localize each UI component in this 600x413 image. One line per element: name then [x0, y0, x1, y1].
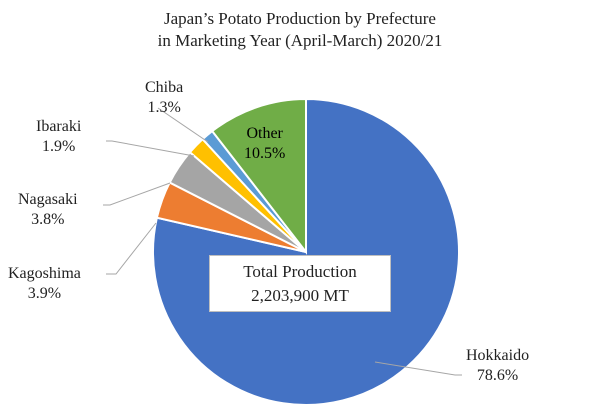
slice-label-other-name: Other — [246, 125, 283, 142]
slice-label-other-value: 10.5% — [244, 145, 286, 162]
slice-label-ibaraki: Ibaraki 1.9% — [36, 117, 81, 157]
pie-slice-other — [210, 97, 307, 255]
slice-label-ibaraki-value: 1.9% — [41, 138, 76, 155]
slice-label-nagasaki-name: Nagasaki — [18, 191, 78, 208]
leader-line-ibaraki — [106, 140, 195, 157]
slice-label-chiba-value: 1.3% — [147, 99, 181, 116]
total-production-value: 2,203,900 MT — [251, 286, 349, 305]
slice-label-kagoshima-name: Kagoshima — [8, 265, 81, 282]
slice-label-ibaraki-name: Ibaraki — [36, 118, 82, 135]
chart-title-line2: in Marketing Year (April-March) 2020/21 — [157, 31, 443, 50]
total-production-box: Total Production 2,203,900 MT — [209, 255, 391, 312]
leader-line-nagasaki — [103, 182, 171, 206]
slice-label-hokkaido: Hokkaido 78.6% — [466, 346, 529, 386]
slice-label-other: Other 10.5% — [244, 124, 285, 164]
slice-label-hokkaido-name: Hokkaido — [466, 347, 530, 364]
chart-title-line1: Japan’s Potato Production by Prefecture — [164, 9, 436, 28]
total-production-label: Total Production — [243, 262, 357, 281]
leader-line-hokkaido — [374, 361, 462, 376]
slice-label-chiba: Chiba 1.3% — [145, 78, 183, 118]
slice-label-kagoshima-value: 3.9% — [27, 285, 62, 302]
slice-label-kagoshima: Kagoshima 3.9% — [8, 264, 81, 304]
slice-label-hokkaido-value: 78.6% — [476, 367, 519, 384]
slice-label-nagasaki-value: 3.8% — [31, 211, 65, 228]
slice-label-nagasaki: Nagasaki 3.8% — [18, 190, 78, 230]
leader-line-kagoshima — [106, 222, 157, 275]
leader-line-chiba — [157, 107, 209, 143]
slice-label-chiba-name: Chiba — [145, 79, 184, 96]
